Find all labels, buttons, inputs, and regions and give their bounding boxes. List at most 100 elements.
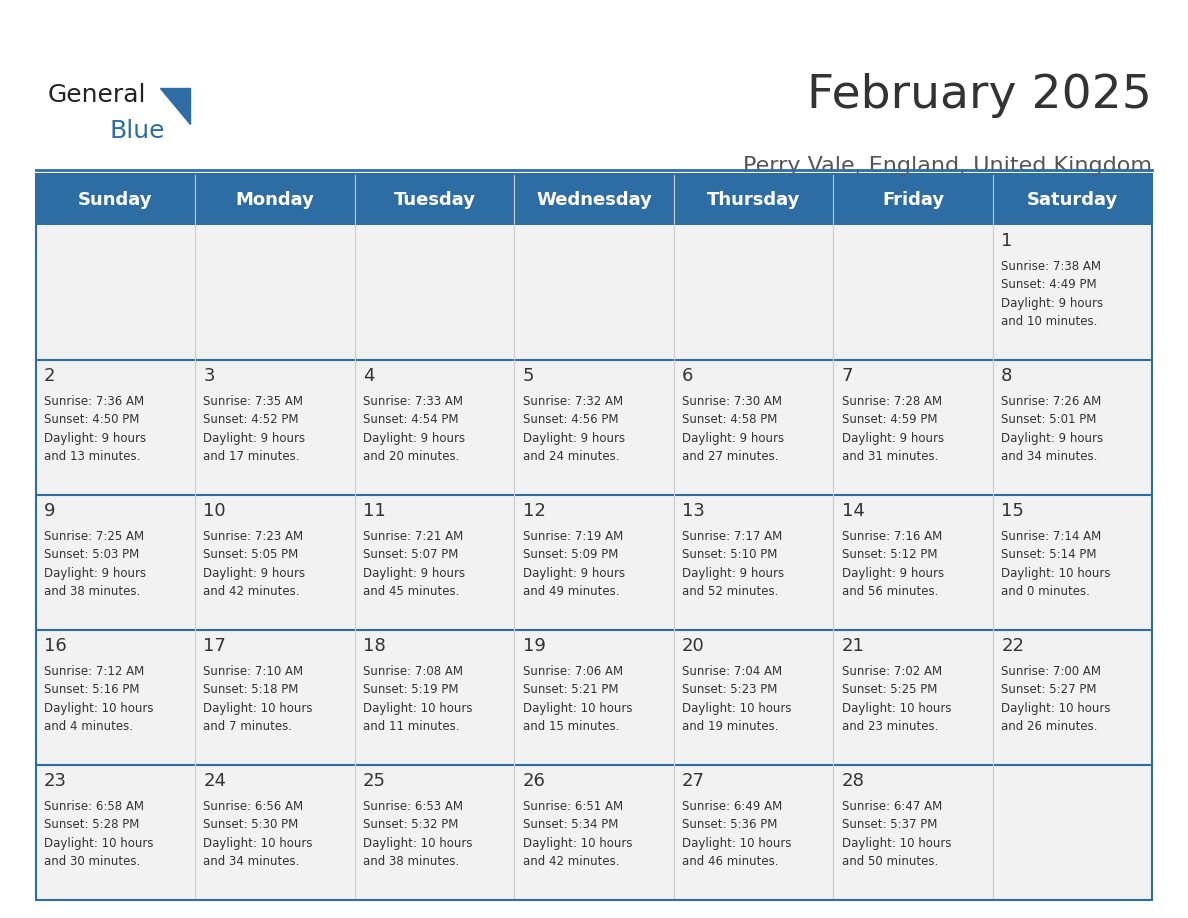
Text: 3: 3 <box>203 367 215 386</box>
Bar <box>36 225 195 360</box>
Text: 19: 19 <box>523 637 545 655</box>
Text: Wednesday: Wednesday <box>536 191 652 208</box>
Bar <box>195 360 355 495</box>
Text: Tuesday: Tuesday <box>393 191 475 208</box>
Text: Sunrise: 6:51 AM
Sunset: 5:34 PM
Daylight: 10 hours
and 42 minutes.: Sunrise: 6:51 AM Sunset: 5:34 PM Dayligh… <box>523 800 632 868</box>
Bar <box>674 765 833 900</box>
Bar <box>993 174 1152 225</box>
Text: 21: 21 <box>841 637 865 655</box>
Text: 15: 15 <box>1001 502 1024 521</box>
Text: Sunrise: 6:53 AM
Sunset: 5:32 PM
Daylight: 10 hours
and 38 minutes.: Sunrise: 6:53 AM Sunset: 5:32 PM Dayligh… <box>364 800 473 868</box>
Text: Sunrise: 7:36 AM
Sunset: 4:50 PM
Daylight: 9 hours
and 13 minutes.: Sunrise: 7:36 AM Sunset: 4:50 PM Dayligh… <box>44 395 146 464</box>
Text: 9: 9 <box>44 502 56 521</box>
Bar <box>993 765 1152 900</box>
Bar <box>993 360 1152 495</box>
Text: 22: 22 <box>1001 637 1024 655</box>
Text: Sunrise: 7:30 AM
Sunset: 4:58 PM
Daylight: 9 hours
and 27 minutes.: Sunrise: 7:30 AM Sunset: 4:58 PM Dayligh… <box>682 395 784 464</box>
Bar <box>674 630 833 765</box>
Text: Sunrise: 7:33 AM
Sunset: 4:54 PM
Daylight: 9 hours
and 20 minutes.: Sunrise: 7:33 AM Sunset: 4:54 PM Dayligh… <box>364 395 466 464</box>
Text: 17: 17 <box>203 637 227 655</box>
Bar <box>36 630 195 765</box>
Bar <box>514 495 674 630</box>
Text: Sunrise: 6:49 AM
Sunset: 5:36 PM
Daylight: 10 hours
and 46 minutes.: Sunrise: 6:49 AM Sunset: 5:36 PM Dayligh… <box>682 800 791 868</box>
Bar <box>674 174 833 225</box>
Text: Sunrise: 7:12 AM
Sunset: 5:16 PM
Daylight: 10 hours
and 4 minutes.: Sunrise: 7:12 AM Sunset: 5:16 PM Dayligh… <box>44 665 153 733</box>
Text: Sunrise: 6:47 AM
Sunset: 5:37 PM
Daylight: 10 hours
and 50 minutes.: Sunrise: 6:47 AM Sunset: 5:37 PM Dayligh… <box>841 800 952 868</box>
Text: Sunrise: 6:58 AM
Sunset: 5:28 PM
Daylight: 10 hours
and 30 minutes.: Sunrise: 6:58 AM Sunset: 5:28 PM Dayligh… <box>44 800 153 868</box>
Bar <box>36 174 1152 900</box>
Text: Sunrise: 7:38 AM
Sunset: 4:49 PM
Daylight: 9 hours
and 10 minutes.: Sunrise: 7:38 AM Sunset: 4:49 PM Dayligh… <box>1001 260 1104 329</box>
Bar <box>833 360 993 495</box>
Text: Sunrise: 7:04 AM
Sunset: 5:23 PM
Daylight: 10 hours
and 19 minutes.: Sunrise: 7:04 AM Sunset: 5:23 PM Dayligh… <box>682 665 791 733</box>
Bar <box>355 360 514 495</box>
Polygon shape <box>160 88 190 124</box>
Bar <box>36 495 195 630</box>
Bar <box>355 765 514 900</box>
Bar <box>514 765 674 900</box>
Text: Sunrise: 7:21 AM
Sunset: 5:07 PM
Daylight: 9 hours
and 45 minutes.: Sunrise: 7:21 AM Sunset: 5:07 PM Dayligh… <box>364 530 466 599</box>
Bar <box>993 630 1152 765</box>
Text: 13: 13 <box>682 502 704 521</box>
Text: Sunrise: 7:06 AM
Sunset: 5:21 PM
Daylight: 10 hours
and 15 minutes.: Sunrise: 7:06 AM Sunset: 5:21 PM Dayligh… <box>523 665 632 733</box>
Bar <box>355 630 514 765</box>
Text: Friday: Friday <box>881 191 944 208</box>
Text: Sunrise: 7:32 AM
Sunset: 4:56 PM
Daylight: 9 hours
and 24 minutes.: Sunrise: 7:32 AM Sunset: 4:56 PM Dayligh… <box>523 395 625 464</box>
Bar <box>514 225 674 360</box>
Text: Sunrise: 7:19 AM
Sunset: 5:09 PM
Daylight: 9 hours
and 49 minutes.: Sunrise: 7:19 AM Sunset: 5:09 PM Dayligh… <box>523 530 625 599</box>
Text: 20: 20 <box>682 637 704 655</box>
Text: Sunrise: 7:10 AM
Sunset: 5:18 PM
Daylight: 10 hours
and 7 minutes.: Sunrise: 7:10 AM Sunset: 5:18 PM Dayligh… <box>203 665 312 733</box>
Bar <box>36 360 195 495</box>
Text: Sunrise: 7:28 AM
Sunset: 4:59 PM
Daylight: 9 hours
and 31 minutes.: Sunrise: 7:28 AM Sunset: 4:59 PM Dayligh… <box>841 395 943 464</box>
Text: 28: 28 <box>841 772 865 790</box>
Text: 26: 26 <box>523 772 545 790</box>
Text: Sunrise: 7:25 AM
Sunset: 5:03 PM
Daylight: 9 hours
and 38 minutes.: Sunrise: 7:25 AM Sunset: 5:03 PM Dayligh… <box>44 530 146 599</box>
Bar <box>36 174 195 225</box>
Text: 25: 25 <box>364 772 386 790</box>
Text: Saturday: Saturday <box>1026 191 1118 208</box>
Bar <box>36 765 195 900</box>
Text: Monday: Monday <box>235 191 315 208</box>
Text: 11: 11 <box>364 502 386 521</box>
Text: Sunrise: 7:26 AM
Sunset: 5:01 PM
Daylight: 9 hours
and 34 minutes.: Sunrise: 7:26 AM Sunset: 5:01 PM Dayligh… <box>1001 395 1104 464</box>
Bar <box>833 225 993 360</box>
Text: 27: 27 <box>682 772 706 790</box>
Text: Sunrise: 7:14 AM
Sunset: 5:14 PM
Daylight: 10 hours
and 0 minutes.: Sunrise: 7:14 AM Sunset: 5:14 PM Dayligh… <box>1001 530 1111 599</box>
Text: Sunrise: 7:00 AM
Sunset: 5:27 PM
Daylight: 10 hours
and 26 minutes.: Sunrise: 7:00 AM Sunset: 5:27 PM Dayligh… <box>1001 665 1111 733</box>
Text: 12: 12 <box>523 502 545 521</box>
Text: 8: 8 <box>1001 367 1012 386</box>
Text: 24: 24 <box>203 772 227 790</box>
Text: Sunrise: 7:23 AM
Sunset: 5:05 PM
Daylight: 9 hours
and 42 minutes.: Sunrise: 7:23 AM Sunset: 5:05 PM Dayligh… <box>203 530 305 599</box>
Bar <box>195 630 355 765</box>
Bar <box>674 495 833 630</box>
Bar <box>514 174 674 225</box>
Text: 7: 7 <box>841 367 853 386</box>
Text: Blue: Blue <box>109 119 165 143</box>
Text: Perry Vale, England, United Kingdom: Perry Vale, England, United Kingdom <box>744 156 1152 176</box>
Bar <box>993 225 1152 360</box>
Text: 14: 14 <box>841 502 865 521</box>
Bar <box>674 225 833 360</box>
Text: 18: 18 <box>364 637 386 655</box>
Text: 4: 4 <box>364 367 374 386</box>
Text: Sunrise: 7:16 AM
Sunset: 5:12 PM
Daylight: 9 hours
and 56 minutes.: Sunrise: 7:16 AM Sunset: 5:12 PM Dayligh… <box>841 530 943 599</box>
Bar <box>833 174 993 225</box>
Bar <box>195 225 355 360</box>
Text: Sunrise: 7:17 AM
Sunset: 5:10 PM
Daylight: 9 hours
and 52 minutes.: Sunrise: 7:17 AM Sunset: 5:10 PM Dayligh… <box>682 530 784 599</box>
Text: 5: 5 <box>523 367 535 386</box>
Bar <box>514 360 674 495</box>
Text: Sunrise: 7:08 AM
Sunset: 5:19 PM
Daylight: 10 hours
and 11 minutes.: Sunrise: 7:08 AM Sunset: 5:19 PM Dayligh… <box>364 665 473 733</box>
Bar <box>833 495 993 630</box>
Bar <box>195 765 355 900</box>
Bar <box>355 495 514 630</box>
Text: Sunrise: 6:56 AM
Sunset: 5:30 PM
Daylight: 10 hours
and 34 minutes.: Sunrise: 6:56 AM Sunset: 5:30 PM Dayligh… <box>203 800 312 868</box>
Text: Sunday: Sunday <box>78 191 152 208</box>
Text: 2: 2 <box>44 367 56 386</box>
Text: Sunrise: 7:35 AM
Sunset: 4:52 PM
Daylight: 9 hours
and 17 minutes.: Sunrise: 7:35 AM Sunset: 4:52 PM Dayligh… <box>203 395 305 464</box>
Bar <box>195 495 355 630</box>
Bar <box>355 225 514 360</box>
Bar <box>514 630 674 765</box>
Bar <box>674 360 833 495</box>
Bar <box>833 765 993 900</box>
Text: 23: 23 <box>44 772 67 790</box>
Text: Thursday: Thursday <box>707 191 801 208</box>
